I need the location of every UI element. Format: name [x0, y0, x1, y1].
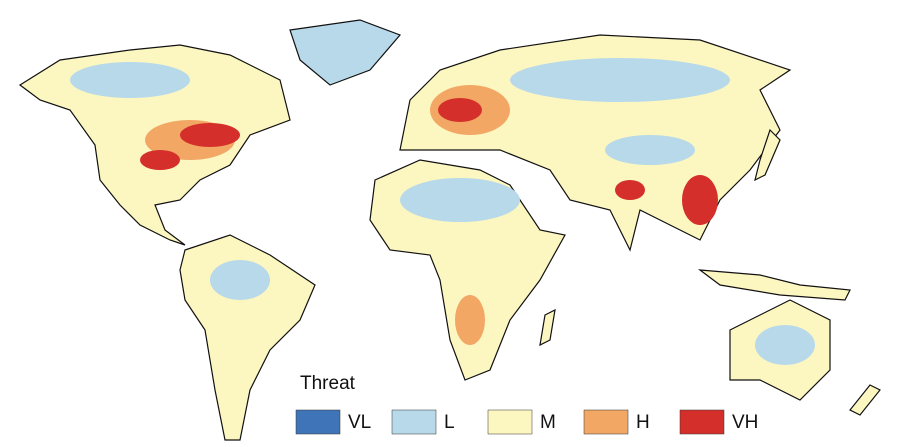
indonesia [697, 269, 851, 301]
legend-swatch [295, 409, 341, 435]
patch [210, 260, 270, 300]
legend-label: H [636, 412, 650, 433]
patch [455, 295, 485, 345]
patch [615, 180, 645, 200]
greenland [289, 19, 402, 86]
patch [180, 123, 240, 147]
legend-label: L [444, 412, 455, 433]
patch [682, 175, 718, 225]
legend-swatch [583, 409, 629, 435]
patch [140, 150, 180, 170]
legend-swatch [679, 409, 725, 435]
patch [605, 135, 695, 165]
legend-title: Threat [300, 373, 356, 394]
threat-patches [70, 58, 815, 365]
new-zealand [849, 384, 881, 416]
patch [438, 98, 482, 122]
patch [70, 62, 190, 98]
patch [400, 178, 520, 222]
japan [754, 128, 781, 182]
legend: VL L M H VH [295, 409, 758, 435]
patch [510, 58, 730, 102]
legend-swatch [487, 409, 533, 435]
madagascar [539, 308, 556, 347]
legend-label: M [540, 412, 556, 433]
legend-label: VH [732, 412, 758, 433]
patch [755, 325, 815, 365]
legend-label: VL [348, 412, 371, 433]
legend-swatch [391, 409, 437, 435]
